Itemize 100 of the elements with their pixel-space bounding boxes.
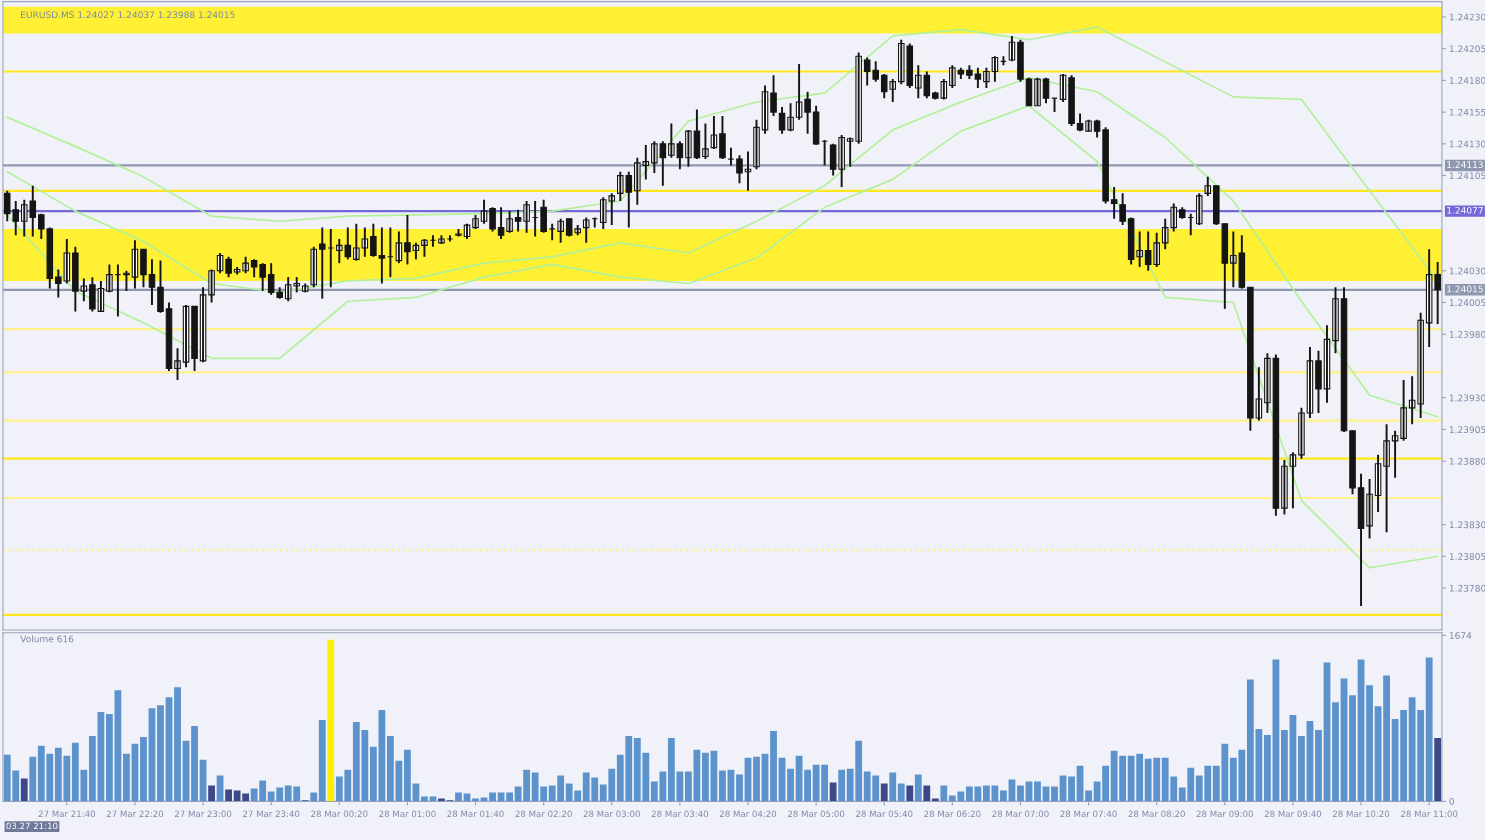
bar: [787, 768, 794, 802]
x-tick-label: 28 Mar 01:40: [447, 810, 504, 818]
candlestick: [174, 347, 181, 381]
x-tick-label: 27 Mar 21:40: [38, 810, 96, 818]
bar: [897, 783, 905, 802]
candlestick: [736, 154, 743, 185]
x-tick-label: 28 Mar 04:20: [719, 810, 777, 818]
bar: [506, 792, 513, 802]
bar: [1425, 657, 1433, 802]
ref-line-label: 1.24015: [1447, 285, 1483, 293]
bar: [404, 749, 411, 802]
bar: [421, 796, 428, 802]
x-tick-label: 28 Mar 09:00: [1196, 810, 1253, 818]
bar: [702, 752, 709, 802]
y-tick-label: 1.24130: [1449, 140, 1485, 148]
candlestick: [1034, 76, 1041, 107]
bar: [225, 789, 233, 802]
y-tick-label: 1.24030: [1449, 267, 1485, 275]
y-tick-label: 0: [1449, 798, 1455, 805]
x-tick-label: 28 Mar 05:40: [856, 810, 913, 818]
y-tick-label: 1.24230: [1449, 13, 1485, 21]
bar: [1051, 786, 1058, 802]
y-tick-label: 1.23780: [1449, 584, 1485, 592]
bar: [123, 753, 130, 802]
bar: [20, 778, 28, 802]
bar: [310, 792, 318, 802]
bar: [191, 725, 198, 802]
y-tick-label: 1.23805: [1449, 553, 1485, 560]
bar: [1349, 695, 1356, 802]
y-tick-label: 1.23930: [1449, 394, 1485, 402]
bar: [1281, 729, 1288, 802]
bar: [931, 798, 939, 802]
bar: [1366, 685, 1373, 802]
bar: [829, 782, 837, 802]
bar: [983, 785, 990, 802]
x-tick-label: 28 Mar 07:40: [1060, 810, 1117, 818]
bar: [140, 736, 147, 802]
x-tick-label: 28 Mar 07:00: [992, 810, 1049, 818]
y-tick-label: 1.24105: [1449, 172, 1485, 180]
bar: [1332, 702, 1339, 802]
bar: [106, 714, 113, 802]
x-tick-label: 28 Mar 02:20: [515, 810, 572, 818]
bar: [838, 769, 846, 802]
y-tick-label: 1.24155: [1449, 108, 1485, 116]
y-tick-label: 1.24180: [1449, 77, 1485, 84]
bar: [327, 639, 335, 802]
bar: [472, 798, 479, 802]
bar: [157, 705, 164, 802]
bar: [29, 756, 37, 802]
bar: [1000, 790, 1007, 802]
chart-title: Volume 616: [20, 635, 74, 643]
x-tick-label: 28 Mar 01:00: [379, 810, 436, 818]
bar: [923, 785, 931, 802]
ref-line-label: 1.24077: [1447, 206, 1483, 214]
bar: [753, 756, 760, 802]
x-tick-label: 28 Mar 00:20: [311, 810, 368, 818]
x-tick-label: 28 Mar 11:00: [1401, 810, 1458, 818]
bar: [940, 785, 948, 802]
bar: [684, 771, 692, 802]
bar: [318, 720, 326, 802]
bar: [906, 785, 914, 802]
y-tick-label: 1.23880: [1449, 457, 1485, 465]
text: EURUSD.MS 1.24027 1.24037 1.23988 1.24015: [21, 11, 235, 19]
y-tick-label: 1674: [1449, 632, 1472, 639]
bar: [1298, 735, 1305, 802]
bar: [880, 783, 888, 802]
x-tick-label: 27 Mar 23:00: [174, 810, 232, 818]
candlestick: [301, 282, 309, 294]
bar: [889, 772, 897, 802]
bar: [208, 785, 215, 802]
y-tick-label: 1.23980: [1449, 330, 1485, 338]
x-tick-label: 28 Mar 06:20: [924, 810, 981, 818]
bar: [1383, 675, 1390, 802]
candlestick: [753, 118, 760, 171]
y-tick-label: 1.24005: [1449, 299, 1485, 307]
x-tick-label: 28 Mar 09:40: [1264, 810, 1322, 818]
candlestick: [157, 259, 164, 314]
bar: [719, 770, 726, 802]
line-series: [6, 77, 1439, 418]
x-tick-label: 27 Mar 22:20: [106, 810, 164, 818]
candlestick: [1315, 349, 1322, 414]
bar: [1085, 790, 1092, 802]
x-tick-label: 28 Mar 05:00: [788, 810, 845, 818]
y-tick-label: 1.23905: [1449, 426, 1485, 433]
ref-line-label: 1.24113: [1447, 161, 1483, 169]
bar: [455, 792, 462, 802]
bar: [770, 730, 777, 802]
bar: [174, 687, 181, 802]
candlestick: [1332, 286, 1339, 355]
x-tick-label: 28 Mar 03:00: [583, 810, 640, 818]
bar: [736, 774, 743, 802]
bar: [438, 798, 445, 802]
bar: [1434, 737, 1442, 802]
bar: [1315, 729, 1322, 802]
bar: [804, 769, 811, 802]
bar: [489, 792, 496, 802]
x-tick-label: 27 Mar 23:40: [243, 810, 300, 818]
bar: [1034, 781, 1041, 802]
bar: [914, 774, 922, 802]
candlestick: [318, 226, 326, 300]
